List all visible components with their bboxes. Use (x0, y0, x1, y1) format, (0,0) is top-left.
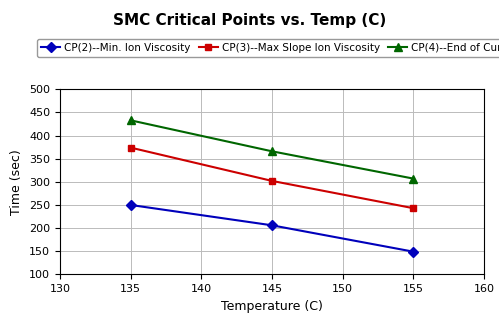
Line: CP(3)--Max Slope Ion Viscosity: CP(3)--Max Slope Ion Viscosity (127, 144, 417, 212)
CP(2)--Min. Ion Viscosity (269, 223, 275, 227)
Line: CP(4)--End of Cure: CP(4)--End of Cure (126, 116, 418, 183)
CP(4)--End of Cure (410, 177, 416, 181)
CP(3)--Max Slope Ion Viscosity (269, 179, 275, 183)
CP(4)--End of Cure (269, 149, 275, 153)
CP(3)--Max Slope Ion Viscosity (410, 206, 416, 210)
CP(3)--Max Slope Ion Viscosity (128, 146, 134, 150)
Line: CP(2)--Min. Ion Viscosity: CP(2)--Min. Ion Viscosity (127, 202, 417, 255)
Text: SMC Critical Points vs. Temp (C): SMC Critical Points vs. Temp (C) (113, 13, 386, 28)
CP(2)--Min. Ion Viscosity (410, 250, 416, 254)
Legend: CP(2)--Min. Ion Viscosity, CP(3)--Max Slope Ion Viscosity, CP(4)--End of Cure: CP(2)--Min. Ion Viscosity, CP(3)--Max Sl… (37, 39, 499, 57)
CP(4)--End of Cure (128, 118, 134, 122)
X-axis label: Temperature (C): Temperature (C) (221, 300, 323, 313)
Y-axis label: Time (sec): Time (sec) (10, 149, 23, 215)
CP(2)--Min. Ion Viscosity (128, 203, 134, 207)
